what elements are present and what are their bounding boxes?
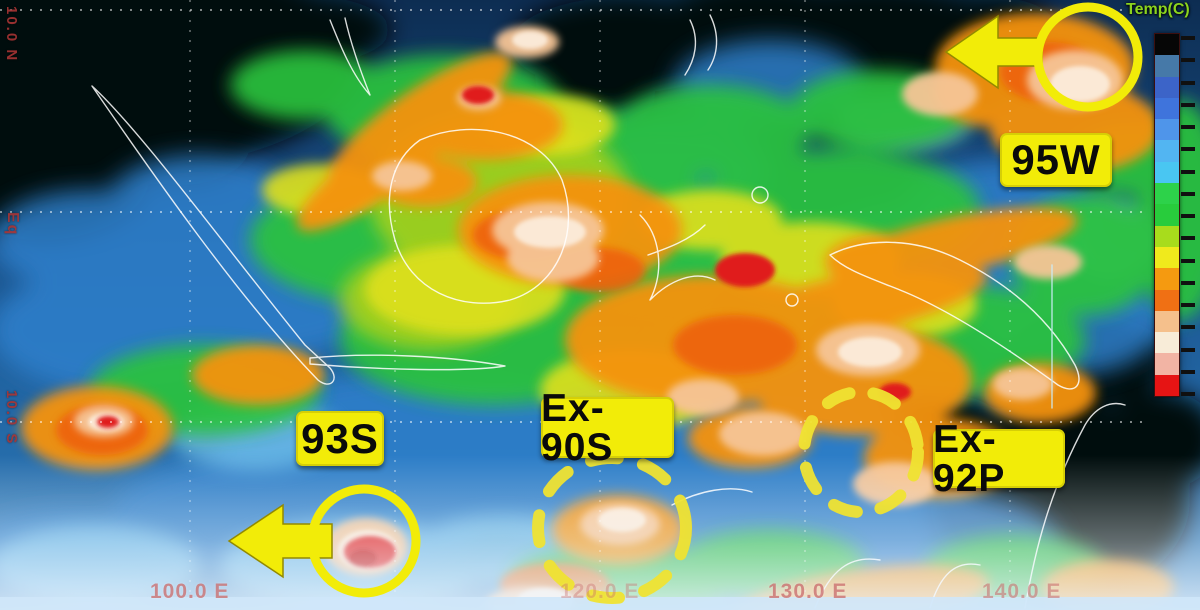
colorbar-segment (1155, 76, 1179, 98)
colorbar-tick (1181, 102, 1195, 107)
cyclone-circle-93s (307, 484, 421, 598)
colorbar-tick (1181, 36, 1195, 40)
colorbar (1154, 33, 1180, 397)
colorbar-segment (1155, 119, 1179, 141)
colorbar-segment (1155, 55, 1179, 77)
colorbar-tick (1181, 214, 1195, 218)
colorbar-segment (1155, 97, 1179, 120)
lon-label-130e: 130.0 E (768, 580, 848, 603)
cyclone-circle-95w (1033, 2, 1143, 112)
colorbar-tick (1181, 303, 1195, 307)
colorbar-tick (1181, 280, 1195, 285)
colorbar-segment (1155, 268, 1179, 290)
colorbar-tick (1181, 80, 1195, 85)
colorbar-tick (1181, 369, 1195, 374)
annotation-label-93s: 93S (296, 411, 384, 466)
colorbar-tick (1181, 125, 1195, 129)
colorbar-segment (1155, 246, 1179, 269)
lon-label-100e: 100.0 E (150, 580, 230, 603)
lat-label-eq: Eq (4, 212, 21, 237)
lon-label-120e: 120.0 E (560, 580, 640, 603)
arrow-93s (227, 503, 333, 579)
bottom-strip (0, 597, 1200, 610)
annotation-label-ex92p: Ex-92P (933, 420, 1065, 498)
colorbar-segment (1155, 140, 1179, 162)
colorbar-segment (1155, 225, 1179, 247)
colorbar-segment (1155, 183, 1179, 205)
colorbar-segment (1155, 161, 1179, 184)
colorbar-tick (1181, 392, 1195, 396)
annotation-shapes (227, 2, 1143, 604)
dashed-circle-ex90s (532, 452, 692, 604)
annotation-label-ex90s: Ex-90S (541, 389, 674, 467)
colorbar-ticks (1181, 36, 1197, 396)
colorbar-tick (1181, 169, 1195, 174)
colorbar-segment (1155, 332, 1179, 354)
colorbar-tick (1181, 191, 1195, 196)
dashed-circle-ex92p (798, 386, 924, 518)
colorbar-segment (1155, 34, 1179, 56)
colorbar-tick (1181, 236, 1195, 241)
colorbar-tick (1181, 325, 1195, 330)
lat-label-10s: 10.0 S (3, 390, 20, 446)
colorbar-segment (1155, 353, 1179, 375)
colorbar-tick (1181, 258, 1195, 263)
lat-label-10n: 10.0 N (3, 6, 20, 63)
colorbar-tick (1181, 58, 1195, 63)
colorbar-segment (1155, 204, 1179, 226)
colorbar-tick (1181, 147, 1195, 152)
colorbar-segment (1155, 374, 1179, 397)
colorbar-tick (1181, 347, 1195, 352)
lon-label-140e: 140.0 E (982, 580, 1062, 603)
colorbar-segment (1155, 310, 1179, 333)
annotation-label-95w: 95W (1000, 133, 1112, 187)
colorbar-segment (1155, 289, 1179, 311)
colorbar-title: Temp(C) (1126, 1, 1190, 18)
